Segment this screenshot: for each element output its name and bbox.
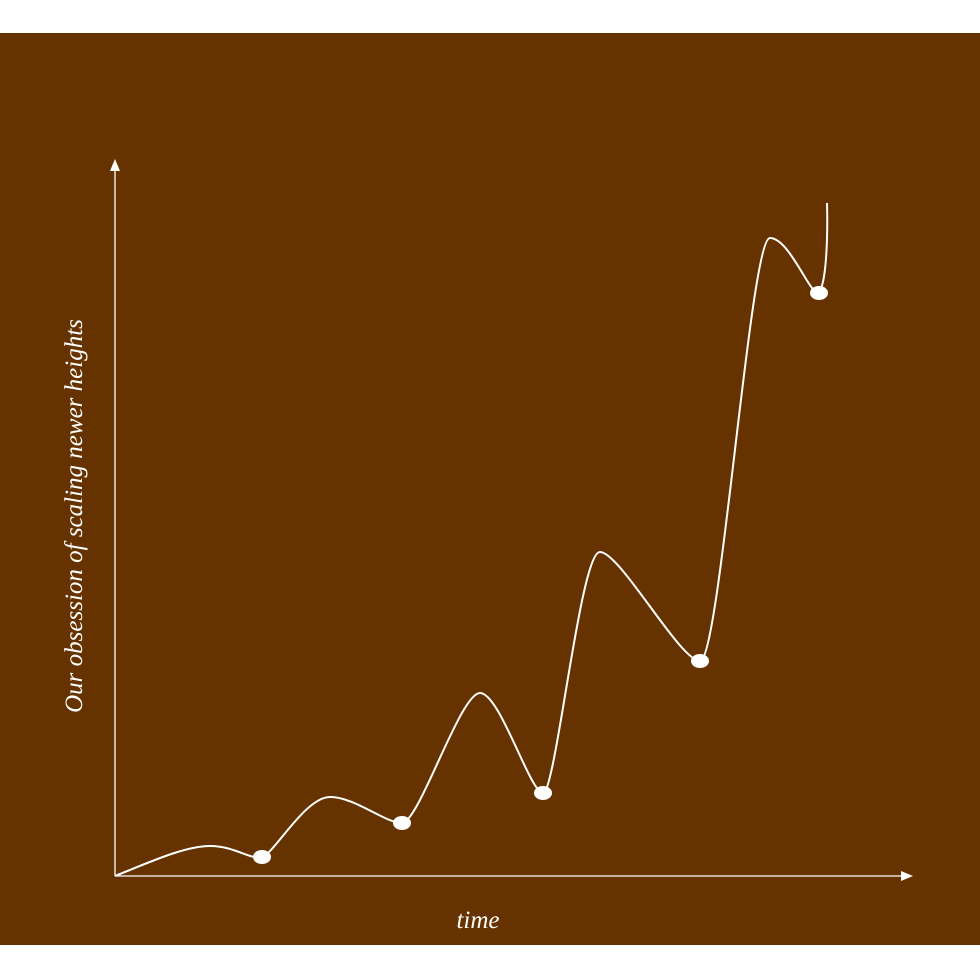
milestone-dot: [810, 286, 828, 300]
y-axis-label: Our obsession of scaling newer heights: [61, 319, 88, 713]
x-axis-arrow: [901, 871, 913, 881]
milestone-dot: [691, 654, 709, 668]
milestone-dot: [253, 850, 271, 864]
milestone-dot: [534, 786, 552, 800]
x-axis-label: time: [456, 907, 499, 934]
panel: [0, 33, 980, 945]
y-axis-arrow: [110, 159, 120, 171]
milestone-dot: [393, 816, 411, 830]
